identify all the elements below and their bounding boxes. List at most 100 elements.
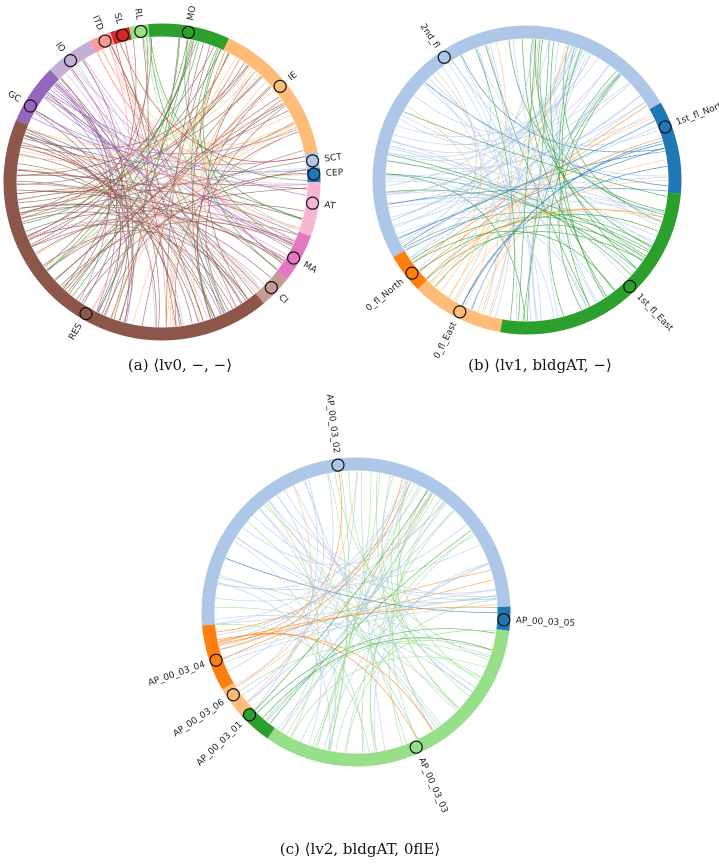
node xyxy=(305,154,320,168)
chord xyxy=(234,540,322,745)
node-label: SCT xyxy=(324,152,343,164)
chord xyxy=(521,39,615,291)
chord xyxy=(276,495,497,598)
chord xyxy=(413,73,620,135)
chord xyxy=(388,187,668,205)
chord xyxy=(53,84,130,318)
node xyxy=(437,50,451,64)
chord xyxy=(27,37,153,237)
chord xyxy=(47,225,256,294)
node xyxy=(287,251,301,265)
chord xyxy=(27,219,265,286)
chord xyxy=(391,141,607,297)
node-label: CI xyxy=(276,293,289,306)
node-label: ITD xyxy=(90,14,105,32)
node-label: AP_00_03_03 xyxy=(416,756,449,814)
chord xyxy=(486,44,512,317)
node xyxy=(116,28,130,42)
node xyxy=(209,653,223,667)
chord xyxy=(196,99,282,318)
chord xyxy=(27,49,222,237)
chord xyxy=(216,478,403,633)
node xyxy=(134,24,148,39)
chord xyxy=(403,212,652,249)
node-label: AP_00_03_06 xyxy=(172,698,227,740)
chord xyxy=(105,172,307,316)
chord xyxy=(262,637,492,719)
chord xyxy=(82,60,123,305)
chord xyxy=(448,117,654,298)
chord xyxy=(252,515,496,594)
chord xyxy=(132,51,226,325)
chord xyxy=(388,498,441,746)
chord xyxy=(31,59,240,247)
chord xyxy=(269,530,472,724)
chord xyxy=(328,473,348,751)
chord xyxy=(412,105,647,264)
node-label: 1st_fl_North xyxy=(675,99,719,128)
chord xyxy=(141,45,211,326)
chord xyxy=(91,46,131,310)
chord xyxy=(242,501,444,566)
chord xyxy=(111,45,222,315)
ring-segment xyxy=(201,457,511,626)
chord xyxy=(518,39,537,321)
chord xyxy=(31,187,307,247)
chord xyxy=(109,46,293,246)
chord xyxy=(335,629,496,752)
chord xyxy=(406,105,489,307)
chord xyxy=(247,521,440,727)
chord xyxy=(218,632,418,740)
chord xyxy=(20,123,295,215)
chord xyxy=(402,151,666,248)
node xyxy=(23,99,37,113)
chord xyxy=(403,111,668,197)
chord xyxy=(418,213,659,271)
node xyxy=(305,196,320,210)
ring-segment xyxy=(16,69,60,126)
ring-segment xyxy=(500,192,681,335)
chord-diagram: 2nd_fl 1st_fl_North 1st_fl_East 0_fl_East 0_… xyxy=(364,22,719,374)
node-label: RL xyxy=(132,8,143,21)
chord xyxy=(119,43,305,163)
chord xyxy=(269,500,497,601)
chord xyxy=(21,39,188,219)
node xyxy=(453,305,467,319)
chord xyxy=(470,72,620,310)
chord xyxy=(428,78,668,177)
chord xyxy=(17,115,292,170)
node-label: 1st_fl_East xyxy=(634,292,675,334)
ring-segment xyxy=(372,25,661,258)
chord xyxy=(286,490,428,735)
chord xyxy=(65,73,184,326)
chord xyxy=(397,489,459,709)
chord xyxy=(45,95,260,290)
chord xyxy=(184,39,303,219)
chord xyxy=(398,480,480,681)
chord xyxy=(554,42,664,218)
chord xyxy=(23,40,193,225)
chord xyxy=(19,204,295,242)
chord xyxy=(174,131,299,327)
chord xyxy=(82,60,237,308)
chord xyxy=(390,481,460,709)
chord xyxy=(56,82,300,230)
node-label: IO xyxy=(53,41,67,55)
chord xyxy=(71,68,199,323)
node-label: 0_fl_East xyxy=(432,320,459,360)
caption: (c) ⟨lv2, bldgAT, 0flE⟩ xyxy=(280,840,440,858)
node-label: GC xyxy=(6,89,22,104)
chord xyxy=(145,37,299,231)
chord xyxy=(391,115,653,221)
chord xyxy=(528,73,620,321)
chord xyxy=(72,67,295,242)
node-label: CEP xyxy=(326,168,344,179)
chord xyxy=(404,39,535,251)
chord-diagram: AP_00_03_02 AP_00_03_05 AP_00_03_03 AP_00_0… xyxy=(147,394,575,858)
chord xyxy=(314,471,372,748)
chord xyxy=(227,480,324,672)
chord xyxy=(22,142,157,327)
node-label: MO xyxy=(186,5,198,21)
chord xyxy=(533,39,661,227)
